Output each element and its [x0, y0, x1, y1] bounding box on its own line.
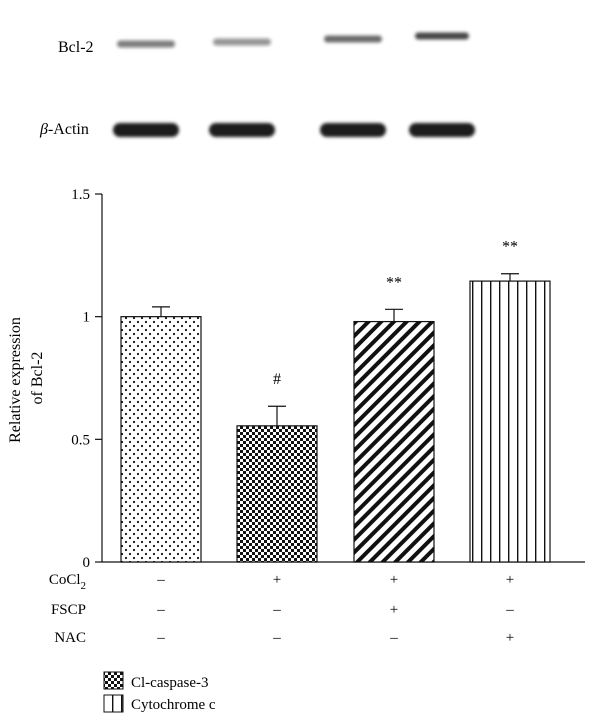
bar: [353, 320, 435, 563]
condition-sign: –: [156, 602, 165, 618]
bars: # ** **: [120, 239, 551, 563]
condition-sign: –: [272, 602, 281, 618]
condition-sign: –: [505, 602, 514, 618]
y-tick-label: 0.5: [71, 432, 90, 448]
blot-band: [409, 123, 475, 137]
blot-bands: [113, 32, 475, 137]
condition-sign: –: [156, 572, 165, 588]
condition-sign: –: [389, 630, 398, 646]
bar: [236, 425, 318, 563]
error-bar: [501, 273, 519, 282]
western-blot: Bcl-2 β-Actin: [39, 32, 475, 138]
bar: [120, 316, 202, 563]
error-bar: [385, 308, 403, 322]
condition-sign: +: [506, 572, 514, 588]
blot-band: [117, 40, 175, 48]
condition-sign: +: [506, 630, 514, 646]
condition-label: FSCP: [51, 602, 86, 618]
error-bar: [268, 405, 286, 426]
condition-sign: +: [273, 572, 281, 588]
condition-table: CoCl2 – + + + FSCP – – + – NAC – – – +: [49, 572, 514, 646]
blot-band: [209, 123, 275, 137]
significance-mark: **: [386, 274, 402, 291]
legend-swatch-cytochrome-c: [103, 694, 124, 713]
condition-sign: +: [390, 602, 398, 618]
legend-label-cl-caspase-3: Cl-caspase-3: [131, 675, 208, 691]
blot-band: [415, 32, 469, 40]
significance-mark: **: [502, 239, 518, 256]
legend-label-cytochrome-c: Cytochrome c: [131, 697, 216, 713]
y-ticks: 0 0.5 1 1.5: [71, 187, 102, 571]
blot-band: [213, 38, 271, 46]
blot-label-bcl2: Bcl-2: [58, 39, 94, 56]
legend-swatch-cl-caspase-3: [103, 671, 124, 690]
condition-sign: –: [156, 630, 165, 646]
condition-sign: +: [390, 572, 398, 588]
blot-band: [113, 123, 179, 137]
y-tick-label: 1: [83, 310, 91, 326]
blot-band: [324, 35, 382, 43]
legend: Cl-caspase-3 Cytochrome c: [103, 671, 216, 713]
blot-band: [320, 123, 386, 137]
condition-sign: –: [272, 630, 281, 646]
y-axis-title: Relative expression of Bcl-2: [7, 313, 46, 443]
y-axis: 0 0.5 1 1.5 Relative expression of Bcl-2: [7, 187, 103, 571]
bar: [469, 280, 551, 563]
error-bar: [152, 306, 170, 317]
y-tick-label: 0: [83, 555, 91, 571]
significance-mark: #: [273, 371, 281, 388]
condition-label: NAC: [54, 630, 86, 646]
condition-label: CoCl2: [49, 572, 86, 592]
blot-label-actin: β-Actin: [39, 121, 89, 138]
y-tick-label: 1.5: [71, 187, 90, 203]
